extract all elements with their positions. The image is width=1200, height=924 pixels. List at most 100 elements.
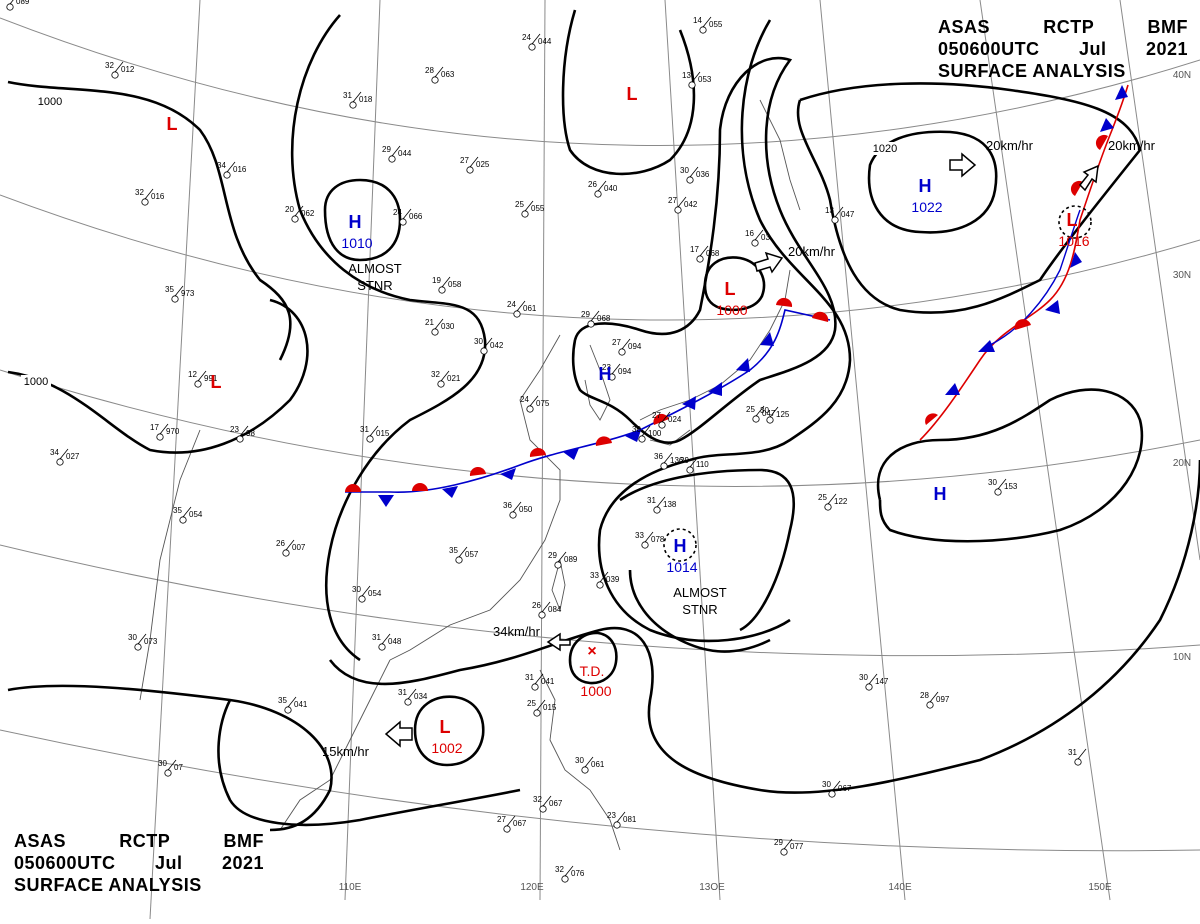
station-circle bbox=[824, 503, 832, 511]
station-temp: 30 bbox=[680, 166, 689, 175]
center-letter-l: L bbox=[725, 279, 736, 299]
station-temp: 28 bbox=[425, 66, 434, 75]
station-plot: 14 055 bbox=[693, 16, 723, 34]
coast-taiwan bbox=[551, 559, 566, 612]
meridian-100e bbox=[149, 0, 201, 920]
station-pressure: 991 bbox=[204, 374, 218, 383]
station-temp: 21 bbox=[425, 318, 434, 327]
wind-barb bbox=[144, 188, 154, 200]
station-pressure: 136 bbox=[670, 456, 684, 465]
wind-barb bbox=[529, 395, 539, 407]
coast-kyushu bbox=[649, 429, 691, 446]
footer-office: BMF bbox=[223, 831, 264, 851]
motion-speed-label: 34km/hr bbox=[493, 624, 541, 639]
station-temp: 16 bbox=[745, 229, 754, 238]
station-pressure: 042 bbox=[490, 341, 504, 350]
wind-barb bbox=[182, 506, 192, 518]
station-temp: 31 bbox=[343, 91, 352, 100]
isobars bbox=[7, 9, 1200, 832]
cold-front-triangles bbox=[378, 85, 1128, 507]
station-pressure: 122 bbox=[834, 497, 848, 506]
station-circle bbox=[438, 286, 446, 294]
station-circle bbox=[696, 255, 704, 263]
station-temp: 31 bbox=[360, 425, 369, 434]
station-temp: 29 bbox=[548, 551, 557, 560]
station-plot: 35 041 bbox=[278, 696, 308, 714]
footer-station: RCTP bbox=[119, 831, 171, 851]
station-temp: 32 bbox=[555, 865, 564, 874]
station-circle bbox=[686, 466, 694, 474]
station-plot: 26 084 bbox=[532, 601, 562, 619]
station-plot: 34 016 bbox=[217, 161, 247, 179]
station-circle bbox=[766, 416, 774, 424]
station-plot: 24 075 bbox=[520, 395, 550, 413]
station-temp: 35 bbox=[449, 546, 458, 555]
station-circle bbox=[156, 433, 164, 441]
station-plot: 33 078 bbox=[635, 531, 665, 549]
wind-barb bbox=[361, 585, 371, 597]
station-temp: 20 bbox=[285, 205, 294, 214]
station-plot: 31 048 bbox=[372, 633, 402, 651]
station-plot: 35 054 bbox=[173, 506, 203, 524]
motion-speed-label: 20km/hr bbox=[986, 138, 1034, 153]
motion-arrows bbox=[384, 152, 1099, 748]
wind-barb bbox=[663, 452, 673, 464]
motion-speed-label: 15km/hr bbox=[322, 744, 370, 759]
station-plot: 17 068 bbox=[690, 245, 720, 263]
station-circle bbox=[466, 166, 474, 174]
dotted-circle-low-1016 bbox=[1058, 205, 1092, 239]
station-temp: 30 bbox=[352, 585, 361, 594]
station-plot: 25 122 bbox=[818, 493, 848, 511]
station-circle bbox=[291, 215, 299, 223]
wind-barb bbox=[531, 33, 541, 45]
station-circle bbox=[236, 435, 244, 443]
station-temp: 29 bbox=[774, 838, 783, 847]
station-pressure: 089 bbox=[564, 555, 578, 564]
station-pressure: 03 bbox=[761, 233, 770, 242]
station-plot: 33 039 bbox=[590, 571, 620, 589]
wind-barb bbox=[689, 456, 699, 468]
wind-barb bbox=[536, 699, 546, 711]
station-plot: 26 040 bbox=[588, 180, 618, 198]
station-circle bbox=[526, 405, 534, 413]
station-circle bbox=[56, 458, 64, 466]
station-temp: 34 bbox=[50, 448, 59, 457]
station-plot: 31 bbox=[1068, 748, 1087, 766]
pressure-center-l: L bbox=[211, 372, 222, 392]
station-pressure: 055 bbox=[709, 20, 723, 29]
meridian-130e bbox=[664, 0, 721, 901]
wind-barb bbox=[391, 145, 401, 157]
station-temp: 28 bbox=[920, 691, 929, 700]
wind-barb bbox=[542, 795, 552, 807]
station-temp: 35 bbox=[165, 285, 174, 294]
station-circle bbox=[596, 581, 604, 589]
wind-barb bbox=[754, 229, 764, 241]
station-circle bbox=[503, 825, 511, 833]
station-plot: 24 044 bbox=[522, 33, 552, 51]
center-letter-h: H bbox=[934, 484, 947, 504]
station-temp: 36 bbox=[503, 501, 512, 510]
station-pressure: 063 bbox=[441, 70, 455, 79]
station-pressure: 054 bbox=[368, 589, 382, 598]
station-circle bbox=[581, 766, 589, 774]
motion-arrow-low-1016 bbox=[1078, 164, 1099, 192]
center-note-line1: ALMOST bbox=[348, 261, 402, 276]
station-temp: 31 bbox=[372, 633, 381, 642]
center-pressure: 1014 bbox=[666, 559, 697, 575]
station-pressure: 068 bbox=[597, 314, 611, 323]
station-pressure: 012 bbox=[121, 65, 135, 74]
wind-barb bbox=[434, 318, 444, 330]
isobar-td-1000 bbox=[568, 631, 618, 685]
wind-barb bbox=[661, 411, 671, 423]
station-pressure: 055 bbox=[531, 204, 545, 213]
station-pressure: 027 bbox=[66, 452, 80, 461]
station-circle bbox=[284, 706, 292, 714]
dotted-circle-high-1014 bbox=[663, 528, 697, 562]
wind-barb bbox=[407, 688, 417, 700]
station-pressure: 973 bbox=[181, 289, 195, 298]
station-circle bbox=[399, 218, 407, 226]
station-circle bbox=[480, 347, 488, 355]
station-pressure: 053 bbox=[698, 75, 712, 84]
station-temp: 12 bbox=[188, 370, 197, 379]
isobar-south-1008 bbox=[7, 684, 333, 832]
